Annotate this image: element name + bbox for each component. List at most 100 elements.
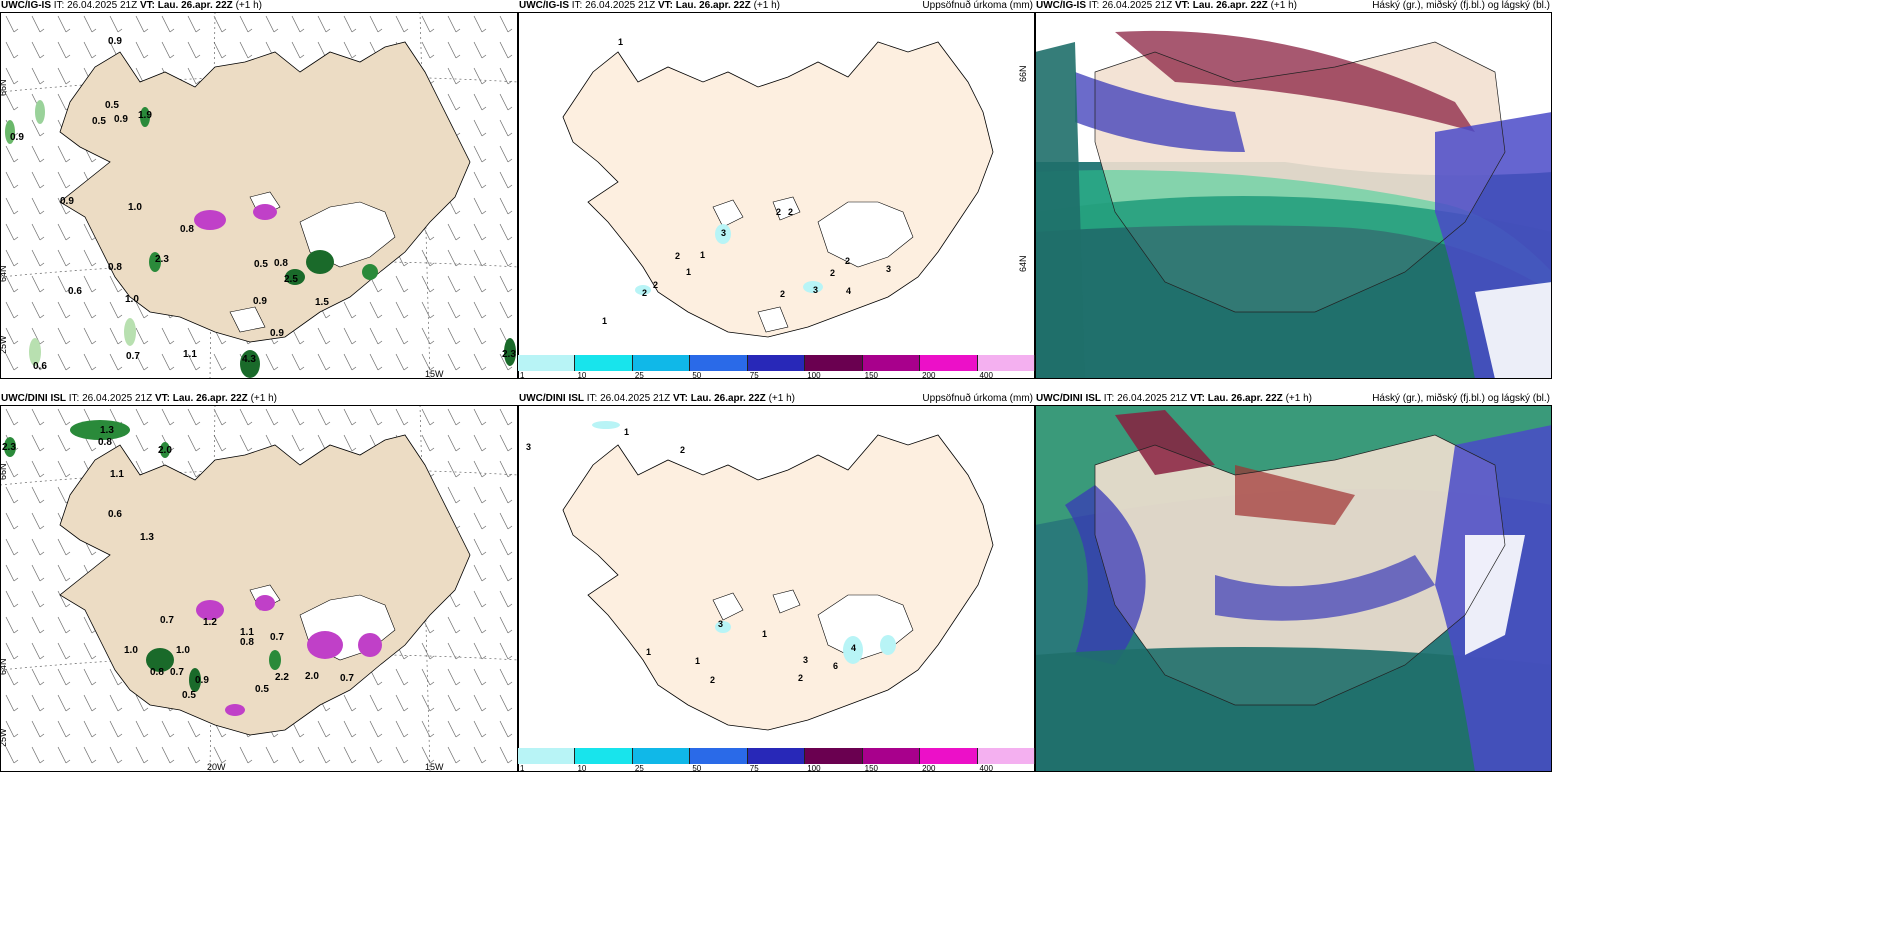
accum-value: 1	[618, 37, 623, 47]
precip-value: 1.3	[140, 532, 154, 543]
precip-value: 0.6	[68, 286, 82, 297]
panel-wind-precip-igis: 0.9 0.5 0.5 0.9 1.9 0.9 0.9 1.0 0.8 0.6 …	[0, 0, 518, 379]
precip-value: 0.5	[92, 116, 106, 127]
panel-field-label: Uppsöfnuð úrkoma (mm)	[922, 393, 1033, 404]
colorbar-bottom: 1 10 25 50 75 100 150 200 400	[518, 748, 1035, 773]
precip-value: 2.0	[305, 671, 319, 682]
panel-accum-precip-igis: 1 1 2 2 2 1 2 1 2 3 2 2 3 4 3 2 66N 64N …	[518, 0, 1035, 379]
colorbar-segment	[690, 748, 748, 764]
grid-label-lon: 15W	[425, 762, 444, 772]
colorbar-tick-label: 25	[634, 764, 644, 773]
precip-value: 0.8	[274, 258, 288, 269]
precip-value: 1.1	[183, 349, 197, 360]
colorbar-tick-label: 400	[979, 371, 993, 380]
colorbar-tick-label: 150	[864, 764, 879, 773]
colorbar-segment	[575, 748, 633, 764]
accum-value: 2	[675, 251, 680, 261]
colorbar-tick-label: 10	[577, 764, 587, 773]
panel-title: UWC/DINI ISL IT: 26.04.2025 21Z VT: Lau.…	[1036, 393, 1312, 404]
precip-value: 0.5	[254, 259, 268, 270]
colorbar-segment	[977, 748, 1035, 764]
accum-value: 1	[686, 267, 691, 277]
precip-value: 0.8	[98, 437, 112, 448]
precip-value: 0.9	[10, 132, 24, 143]
precip-value: 0.8	[240, 637, 254, 648]
precip-value: 0.7	[126, 351, 140, 362]
accum-value: 1	[646, 647, 651, 657]
precip-value: 1.9	[138, 110, 152, 121]
colorbar-segment	[805, 748, 863, 764]
grid-label-lat: 64N	[1018, 255, 1028, 272]
panel-wind-precip-dini: 1.3 0.8 2.0 2.3 1.1 0.6 1.3 0.7 1.0 1.0 …	[0, 393, 518, 772]
colorbar-top: 1 10 25 50 75 100 150 200 400	[518, 355, 1035, 380]
colorbar-tick-label: 75	[749, 371, 759, 380]
colorbar-segment	[747, 748, 806, 764]
accum-value: 2	[780, 289, 785, 299]
precip-value: 4.3	[242, 354, 256, 365]
precip-value: 1.0	[124, 645, 138, 656]
colorbar-segment	[632, 355, 691, 371]
precip-value: 0.7	[270, 632, 284, 643]
precip-value: 0.8	[108, 262, 122, 273]
accum-value: 1	[624, 427, 629, 437]
precip-value: 0.9	[60, 196, 74, 207]
precip-value: 0.8	[150, 667, 164, 678]
accum-value: 2	[845, 256, 850, 266]
panel-accum-precip-dini: 3 1 2 3 1 1 1 2 2 3 6 4 UWC/DINI ISL IT:…	[518, 393, 1035, 772]
colorbar-tick-label: 50	[692, 764, 702, 773]
accum-value: 2	[680, 445, 685, 455]
panel-title: UWC/IG-IS IT: 26.04.2025 21Z VT: Lau. 26…	[519, 0, 780, 11]
colorbar-segment	[920, 355, 978, 371]
map-wind-precip-igis: 0.9 0.5 0.5 0.9 1.9 0.9 0.9 1.0 0.8 0.6 …	[0, 12, 518, 379]
colorbar-segment	[862, 748, 921, 764]
panel-title: UWC/DINI ISL IT: 26.04.2025 21Z VT: Lau.…	[519, 393, 795, 404]
colorbar-tick-label: 100	[807, 764, 821, 773]
grid-label-lon: 25W	[0, 728, 8, 747]
accum-value: 2	[653, 280, 658, 290]
precip-value: 0.9	[270, 328, 284, 339]
colorbar-segment	[920, 748, 978, 764]
precip-value: 0.6	[108, 509, 122, 520]
colorbar-tick-label: 1	[520, 764, 525, 773]
grid-label-lon: 20W	[207, 762, 226, 772]
panel-clouds-dini: UWC/DINI ISL IT: 26.04.2025 21Z VT: Lau.…	[1035, 393, 1552, 772]
panel-title: UWC/IG-IS IT: 26.04.2025 21Z VT: Lau. 26…	[1, 0, 262, 11]
precip-value: 0.7	[340, 673, 354, 684]
accum-value: 2	[776, 207, 781, 217]
accum-value: 2	[830, 268, 835, 278]
accum-value: 1	[695, 656, 700, 666]
accum-value: 2	[710, 675, 715, 685]
accum-value: 3	[886, 264, 891, 274]
accum-value: 2	[642, 288, 647, 298]
grid-label-lat: 66N	[1018, 65, 1028, 82]
grid-label-lat: 66N	[0, 463, 8, 480]
precip-value: 0.8	[180, 224, 194, 235]
precip-value: 0.9	[114, 114, 128, 125]
precip-value: 0.7	[170, 667, 184, 678]
precip-value: 1.2	[203, 617, 217, 628]
panel-clouds-igis: UWC/IG-IS IT: 26.04.2025 21Z VT: Lau. 26…	[1035, 0, 1552, 379]
panel-title: UWC/IG-IS IT: 26.04.2025 21Z VT: Lau. 26…	[1036, 0, 1297, 11]
panel-field-label: Háský (gr.), miðský (fj.bl.) og lágský (…	[1372, 393, 1550, 404]
colorbar-segment	[575, 355, 633, 371]
colorbar-segment	[690, 355, 748, 371]
accum-value: 6	[833, 661, 838, 671]
colorbar-tick-label: 75	[749, 764, 759, 773]
precip-value: 1.0	[128, 202, 142, 213]
colorbar-tick-label: 100	[807, 371, 821, 380]
precip-value: 0.9	[108, 36, 122, 47]
accum-value: 3	[813, 285, 818, 295]
precip-value: 2.5	[284, 274, 298, 285]
precip-value: 0.5	[105, 100, 119, 111]
colorbar-tick-label: 400	[979, 764, 993, 773]
precip-value: 2.0	[158, 445, 172, 456]
precip-value: 2.2	[275, 672, 289, 683]
colorbar-segment	[747, 355, 806, 371]
accum-value: 2	[798, 673, 803, 683]
colorbar-tick-label: 150	[864, 371, 879, 380]
panel-field-label: Háský (gr.), miðský (fj.bl.) og lágský (…	[1372, 0, 1550, 11]
precip-value: 0.5	[182, 690, 196, 701]
precip-value: 1.3	[100, 425, 114, 436]
map-accum-precip-dini: 3 1 2 3 1 1 1 2 2 3 6 4	[518, 405, 1035, 772]
accum-value: 2	[788, 207, 793, 217]
